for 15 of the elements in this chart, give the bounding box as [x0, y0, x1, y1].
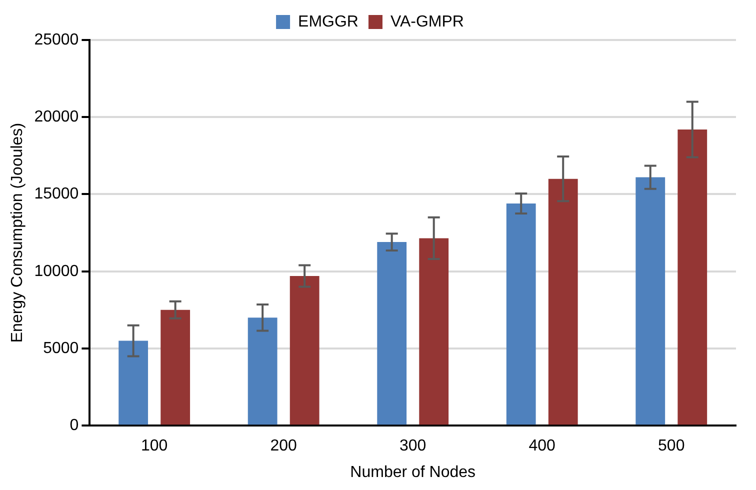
x-tick-label: 500 [658, 438, 685, 455]
x-tick-label: 400 [528, 438, 556, 455]
x-axis-title: Number of Nodes [350, 464, 476, 481]
y-tick-label: 15000 [34, 186, 79, 203]
x-tick-label: 300 [399, 438, 426, 455]
x-tick-label: 100 [140, 438, 168, 455]
y-axis-title: Energy Consumption (Jooules) [9, 122, 26, 343]
y-tick-label: 20000 [34, 108, 79, 126]
x-tick-label: 200 [270, 438, 298, 455]
y-tick-label: 10000 [34, 262, 79, 280]
y-tick-label: 5000 [43, 340, 79, 357]
y-tick-label: 0 [70, 417, 79, 434]
legend-label: VA-GMPR [390, 13, 464, 30]
y-tick-label: 25000 [34, 31, 79, 48]
legend-label: EMGGR [298, 13, 358, 30]
